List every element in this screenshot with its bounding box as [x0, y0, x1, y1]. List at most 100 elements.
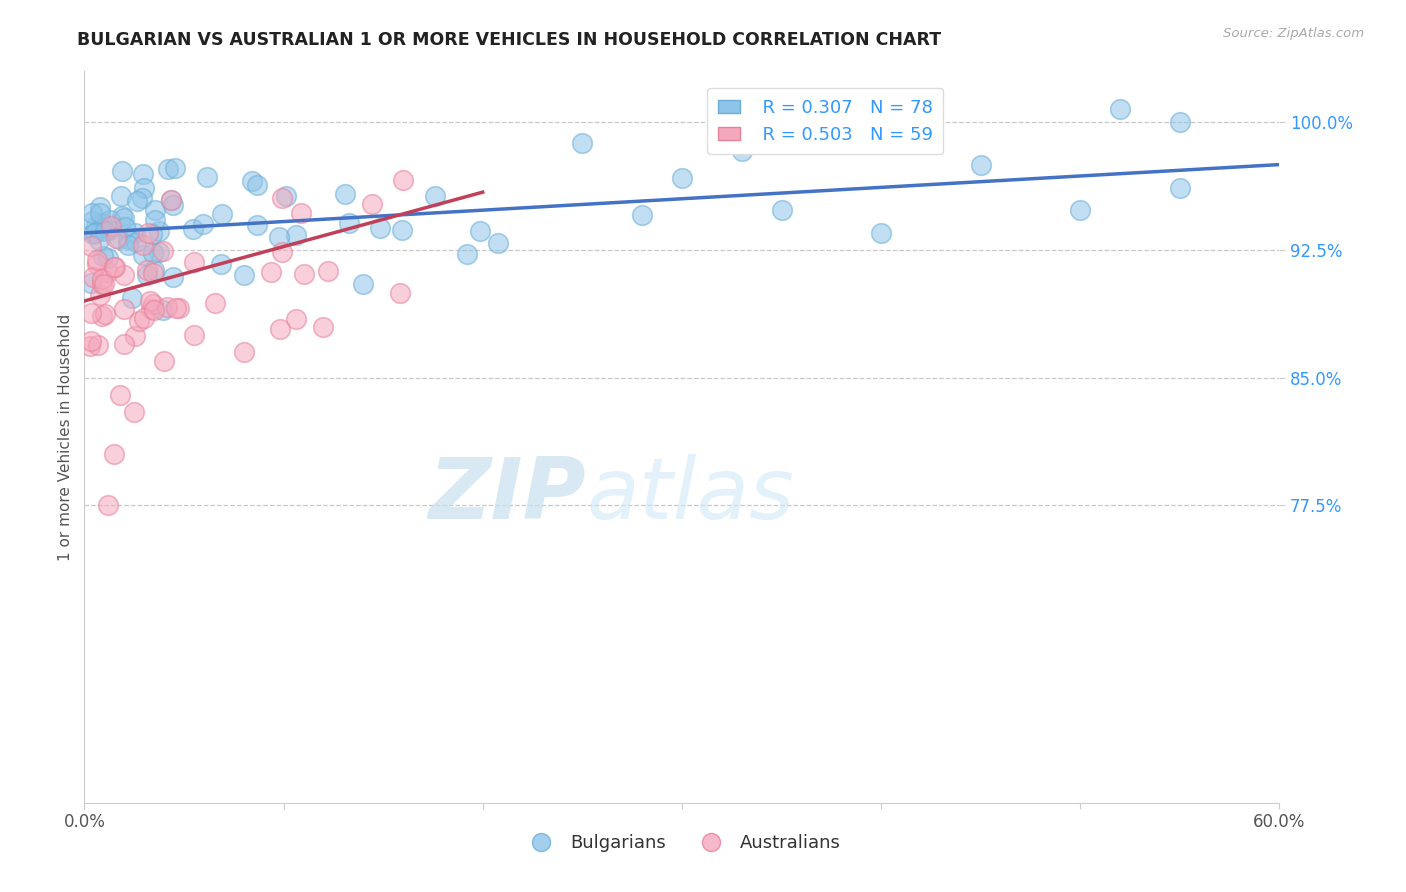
Point: [97, 498, 120, 512]
Point: [352, 277, 374, 291]
Point: [162, 269, 184, 284]
Point: [1168, 115, 1191, 129]
Point: [143, 262, 166, 277]
Point: [104, 260, 127, 274]
Point: [335, 187, 357, 202]
Point: [731, 144, 754, 158]
Point: [121, 291, 143, 305]
Point: [141, 227, 163, 241]
Point: [245, 218, 267, 232]
Point: [136, 262, 159, 277]
Point: [240, 174, 263, 188]
Point: [132, 247, 155, 261]
Point: [100, 219, 122, 233]
Point: [80, 239, 103, 253]
Point: [470, 224, 492, 238]
Point: [122, 404, 145, 418]
Point: [970, 158, 993, 172]
Point: [143, 302, 166, 317]
Point: [94, 224, 117, 238]
Point: [392, 173, 415, 187]
Point: [148, 223, 170, 237]
Point: [91, 309, 114, 323]
Point: [80, 213, 103, 227]
Point: [127, 194, 149, 208]
Point: [111, 209, 134, 223]
Point: [285, 227, 308, 242]
Point: [86, 252, 108, 267]
Text: BULGARIAN VS AUSTRALIAN 1 OR MORE VEHICLES IN HOUSEHOLD CORRELATION CHART: BULGARIAN VS AUSTRALIAN 1 OR MORE VEHICL…: [77, 31, 942, 49]
Point: [86, 257, 108, 271]
Point: [139, 302, 162, 317]
Point: [80, 206, 103, 220]
Point: [80, 334, 103, 348]
Point: [89, 220, 111, 235]
Point: [159, 194, 181, 208]
Point: [195, 169, 218, 184]
Point: [142, 297, 165, 311]
Point: [98, 212, 121, 227]
Point: [232, 345, 254, 359]
Point: [112, 302, 135, 317]
Point: [90, 216, 112, 230]
Point: [191, 218, 214, 232]
Point: [84, 226, 107, 240]
Point: [132, 237, 155, 252]
Point: [97, 265, 120, 279]
Point: [79, 339, 101, 353]
Text: ZIP: ZIP: [429, 454, 586, 537]
Point: [97, 251, 120, 265]
Point: [1168, 181, 1191, 195]
Point: [111, 163, 134, 178]
Point: [360, 196, 382, 211]
Point: [211, 257, 233, 271]
Point: [84, 219, 107, 233]
Point: [260, 265, 283, 279]
Point: [246, 178, 269, 192]
Point: [1109, 102, 1132, 116]
Point: [108, 232, 131, 246]
Point: [91, 277, 114, 292]
Point: [145, 202, 167, 217]
Point: [631, 208, 654, 222]
Point: [132, 180, 155, 194]
Point: [425, 189, 447, 203]
Point: [183, 328, 205, 343]
Point: [274, 189, 297, 203]
Point: [110, 387, 132, 401]
Point: [162, 198, 184, 212]
Point: [143, 212, 166, 227]
Y-axis label: 1 or more Vehicles in Household: 1 or more Vehicles in Household: [58, 313, 73, 561]
Point: [80, 277, 103, 291]
Point: [138, 293, 160, 308]
Point: [183, 254, 205, 268]
Point: [486, 235, 509, 250]
Point: [388, 285, 411, 300]
Legend: Bulgarians, Australians: Bulgarians, Australians: [516, 827, 848, 860]
Point: [112, 336, 135, 351]
Point: [160, 193, 183, 207]
Point: [292, 267, 315, 281]
Point: [232, 268, 254, 283]
Point: [142, 245, 165, 260]
Point: [870, 226, 893, 240]
Point: [104, 231, 127, 245]
Point: [82, 270, 104, 285]
Point: [271, 190, 294, 204]
Point: [89, 200, 111, 214]
Point: [153, 353, 176, 368]
Point: [204, 296, 226, 310]
Point: [571, 136, 593, 150]
Point: [316, 263, 339, 277]
Point: [124, 226, 146, 240]
Text: atlas: atlas: [586, 454, 794, 537]
Point: [132, 311, 156, 326]
Point: [290, 206, 312, 220]
Point: [110, 189, 132, 203]
Point: [103, 447, 125, 461]
Point: [132, 167, 155, 181]
Point: [211, 207, 233, 221]
Text: Source: ZipAtlas.com: Source: ZipAtlas.com: [1223, 27, 1364, 40]
Point: [112, 211, 135, 226]
Point: [284, 312, 307, 326]
